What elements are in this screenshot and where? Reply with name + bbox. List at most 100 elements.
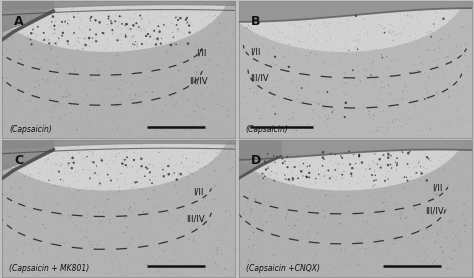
Point bbox=[193, 189, 201, 194]
Point bbox=[284, 165, 292, 169]
Point bbox=[29, 31, 37, 36]
Point bbox=[87, 34, 94, 39]
Point bbox=[378, 31, 386, 35]
Point bbox=[28, 2, 36, 7]
Point bbox=[33, 142, 41, 147]
Point bbox=[70, 15, 78, 19]
Point bbox=[126, 133, 134, 137]
Point bbox=[23, 7, 30, 11]
Point bbox=[228, 45, 236, 50]
Point bbox=[67, 111, 75, 115]
Point bbox=[137, 242, 145, 247]
Point bbox=[285, 50, 293, 55]
Point bbox=[309, 108, 317, 113]
Point bbox=[264, 50, 271, 55]
Point bbox=[128, 164, 136, 168]
Point bbox=[333, 255, 340, 259]
Point bbox=[445, 198, 453, 203]
Point bbox=[388, 227, 395, 231]
Point bbox=[356, 106, 363, 110]
Point bbox=[429, 185, 437, 190]
Point bbox=[112, 111, 120, 115]
Point bbox=[188, 19, 195, 24]
Point bbox=[327, 1, 335, 5]
Point bbox=[198, 19, 206, 24]
Point bbox=[217, 197, 225, 201]
Point bbox=[282, 162, 290, 166]
Point bbox=[172, 110, 179, 114]
Point bbox=[407, 227, 414, 232]
Point bbox=[253, 260, 260, 264]
Point bbox=[371, 152, 379, 156]
Point bbox=[82, 26, 90, 30]
Point bbox=[401, 258, 409, 262]
Point bbox=[190, 23, 198, 28]
Point bbox=[435, 96, 442, 100]
Point bbox=[222, 133, 229, 137]
Point bbox=[222, 27, 229, 32]
Point bbox=[72, 58, 79, 62]
Point bbox=[193, 184, 201, 189]
Point bbox=[432, 7, 439, 11]
Point bbox=[160, 273, 168, 277]
Point bbox=[387, 155, 394, 160]
Point bbox=[218, 168, 226, 173]
Point bbox=[2, 106, 10, 110]
Point bbox=[299, 244, 307, 248]
Point bbox=[422, 80, 430, 84]
Point bbox=[429, 230, 437, 235]
Point bbox=[419, 260, 427, 264]
Point bbox=[195, 47, 202, 51]
Point bbox=[265, 48, 273, 52]
Point bbox=[255, 273, 262, 277]
Point bbox=[27, 56, 35, 61]
Point bbox=[210, 93, 217, 98]
Point bbox=[160, 112, 168, 116]
Point bbox=[132, 217, 140, 221]
Point bbox=[16, 75, 23, 79]
Point bbox=[79, 183, 87, 187]
Point bbox=[188, 196, 196, 201]
Point bbox=[74, 103, 82, 108]
Point bbox=[400, 185, 407, 190]
Point bbox=[463, 37, 470, 42]
Point bbox=[328, 107, 336, 111]
Point bbox=[118, 46, 125, 50]
Point bbox=[198, 151, 206, 155]
Point bbox=[267, 97, 274, 102]
Point bbox=[129, 140, 137, 144]
Point bbox=[1, 126, 9, 131]
Point bbox=[385, 68, 392, 73]
Point bbox=[148, 90, 156, 95]
Point bbox=[109, 80, 117, 84]
Point bbox=[446, 150, 454, 154]
Point bbox=[32, 216, 39, 220]
Point bbox=[252, 198, 260, 203]
Point bbox=[417, 165, 424, 169]
Point bbox=[253, 87, 260, 91]
Point bbox=[278, 35, 286, 40]
Point bbox=[268, 231, 276, 235]
Point bbox=[346, 126, 354, 131]
Point bbox=[220, 267, 228, 271]
Point bbox=[417, 61, 425, 65]
Point bbox=[324, 123, 331, 128]
Point bbox=[250, 254, 258, 259]
Point bbox=[165, 210, 173, 215]
Point bbox=[342, 151, 350, 156]
Point bbox=[394, 128, 401, 132]
Point bbox=[95, 59, 103, 64]
Point bbox=[166, 191, 173, 195]
Point bbox=[104, 236, 112, 240]
Point bbox=[124, 267, 131, 271]
Point bbox=[146, 75, 154, 80]
Text: B: B bbox=[250, 15, 260, 28]
Point bbox=[328, 222, 336, 227]
Point bbox=[264, 150, 272, 155]
Point bbox=[102, 87, 109, 91]
Point bbox=[303, 83, 311, 88]
Point bbox=[371, 168, 378, 173]
Point bbox=[12, 243, 20, 247]
Point bbox=[363, 112, 371, 116]
Point bbox=[129, 107, 137, 111]
